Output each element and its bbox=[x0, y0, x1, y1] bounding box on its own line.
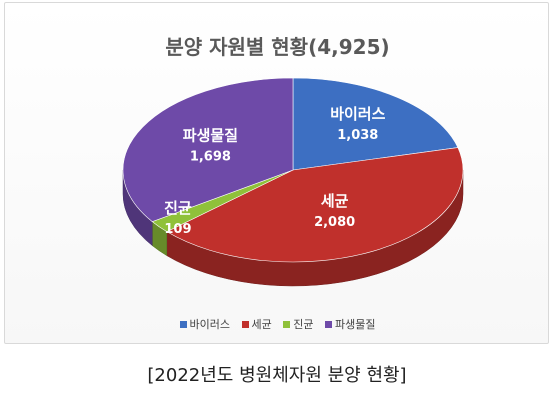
pie-category-label-2: 진균 bbox=[164, 199, 192, 217]
pie-labels: 바이러스 1,038 세균 2,080 진균 109 파생물질 1,698 bbox=[164, 105, 385, 237]
pie-category-label-0: 바이러스 bbox=[330, 105, 385, 123]
pie-category-label-3: 파생물질 bbox=[183, 126, 238, 144]
legend-item-2: 진균 bbox=[283, 316, 314, 332]
pie-value-label-0: 1,038 bbox=[337, 128, 378, 143]
legend-swatch-1 bbox=[241, 321, 249, 328]
figure-caption: [2022년도 병원체자원 분양 현황] bbox=[147, 365, 407, 386]
pie-slice-0 bbox=[292, 77, 459, 171]
pie-slice-1 bbox=[166, 147, 464, 263]
legend-swatch-0 bbox=[179, 321, 187, 328]
pie-top bbox=[122, 77, 464, 263]
legend-item-3: 파생물질 bbox=[325, 316, 375, 332]
legend-item-0: 바이러스 bbox=[179, 316, 230, 332]
pie-value-label-2: 109 bbox=[164, 222, 191, 237]
pie-category-label-1: 세균 bbox=[321, 192, 349, 210]
pie-value-label-1: 2,080 bbox=[314, 215, 355, 230]
legend-label-2: 진균 bbox=[293, 318, 314, 331]
legend-label-1: 세균 bbox=[251, 318, 272, 331]
legend-item-1: 세균 bbox=[241, 316, 272, 332]
chart-frame: 바이러스 1,038 세균 2,080 진균 109 파생물질 1,698 분양 자원별 현황… bbox=[4, 2, 549, 344]
legend: 바이러스 세균 진균 파생물질 bbox=[5, 316, 550, 332]
chart-title: 분양 자원별 현황(4,925) bbox=[165, 35, 390, 59]
legend-swatch-2 bbox=[283, 321, 291, 328]
legend-label-3: 파생물질 bbox=[335, 318, 376, 331]
pie-chart: 바이러스 1,038 세균 2,080 진균 109 파생물질 1,698 bbox=[122, 77, 464, 287]
legend-swatch-3 bbox=[325, 321, 332, 328]
pie-slice-3 bbox=[122, 77, 294, 222]
legend-label-0: 바이러스 bbox=[189, 318, 230, 331]
pie-value-label-3: 1,698 bbox=[190, 149, 231, 164]
